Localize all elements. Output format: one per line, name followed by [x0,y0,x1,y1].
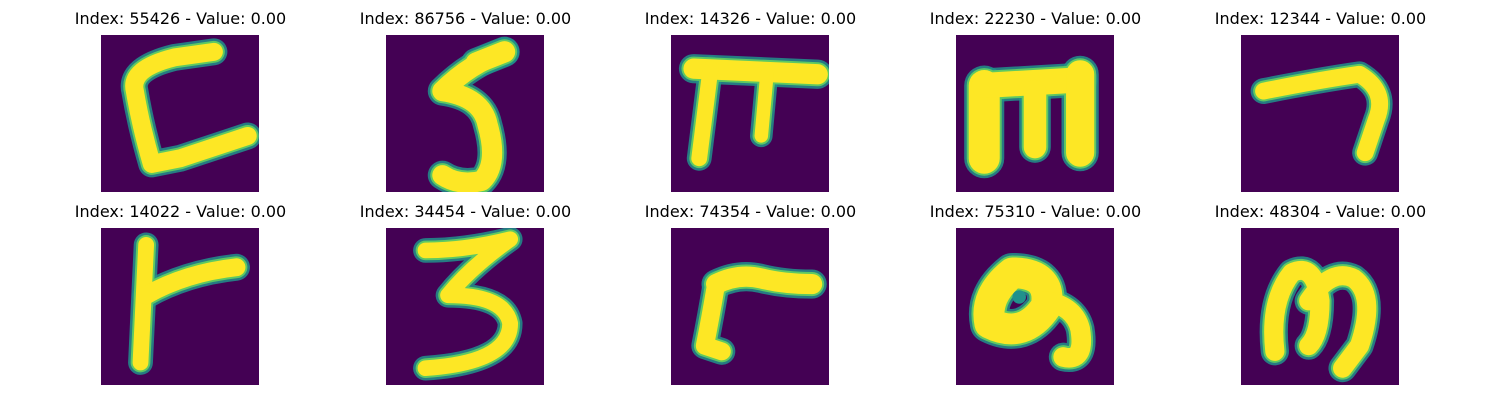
glyph-stroke [695,275,731,361]
image-panel: Index: 12344 - Value: 0.00 [1178,9,1463,199]
digit-image-svg [427,36,520,192]
image-panel: Index: 14022 - Value: 0.00 [38,202,323,392]
digit-image [1241,228,1399,385]
digit-image-svg [1250,61,1393,166]
digit-image [101,228,259,385]
digit-image-svg [691,262,827,365]
glyph-stroke [137,258,246,305]
panel-title: Index: 14326 - Value: 0.00 [644,9,857,28]
glyph-stroke [973,257,1063,345]
digit-image [956,35,1114,192]
panel-title: Index: 75310 - Value: 0.00 [929,202,1142,221]
image-panel: Index: 86756 - Value: 0.00 [323,9,608,199]
glyph-stroke [1255,65,1389,162]
glyph-stroke [417,231,519,377]
image-panel: Index: 55426 - Value: 0.00 [38,9,323,199]
glyph-stroke [1036,291,1092,368]
digit-image [671,35,829,192]
digit-image [386,35,544,192]
panel-title: Index: 48304 - Value: 0.00 [1214,202,1427,221]
digit-image [956,228,1114,385]
image-panel: Index: 48304 - Value: 0.00 [1178,202,1463,392]
image-panel: Index: 74354 - Value: 0.00 [608,202,893,392]
glyph-stroke [691,60,719,167]
glyph-stroke [432,41,515,192]
digit-image-svg [1259,256,1381,383]
image-panel: Index: 14326 - Value: 0.00 [608,9,893,199]
digit-image-svg [413,228,523,381]
digit-image-svg [964,55,1099,179]
digit-image-svg [128,232,250,375]
glyph-stroke [1299,266,1377,378]
glyph-stroke [705,266,823,295]
glyph-stroke [754,67,774,143]
image-panel: Index: 22230 - Value: 0.00 [893,9,1178,199]
panel-title: Index: 86756 - Value: 0.00 [359,9,572,28]
panel-title: Index: 34454 - Value: 0.00 [359,202,572,221]
panel-title: Index: 22230 - Value: 0.00 [929,9,1142,28]
glyph-hole [1012,290,1026,304]
digit-image [1241,35,1399,192]
image-panel: Index: 34454 - Value: 0.00 [323,202,608,392]
panel-title: Index: 55426 - Value: 0.00 [74,9,287,28]
digit-image [101,35,259,192]
digit-image-svg [678,54,829,171]
digit-image [671,228,829,385]
glyph-stroke [465,41,516,74]
image-panel: Index: 75310 - Value: 0.00 [893,202,1178,392]
digit-image-svg [120,38,259,178]
digit-image-svg [968,252,1096,372]
panel-title: Index: 74354 - Value: 0.00 [644,202,857,221]
glyph-stroke [125,42,257,173]
digit-image [386,228,544,385]
panel-title: Index: 12344 - Value: 0.00 [1214,9,1427,28]
panel-title: Index: 14022 - Value: 0.00 [74,202,287,221]
glyph-stroke [1264,260,1330,361]
